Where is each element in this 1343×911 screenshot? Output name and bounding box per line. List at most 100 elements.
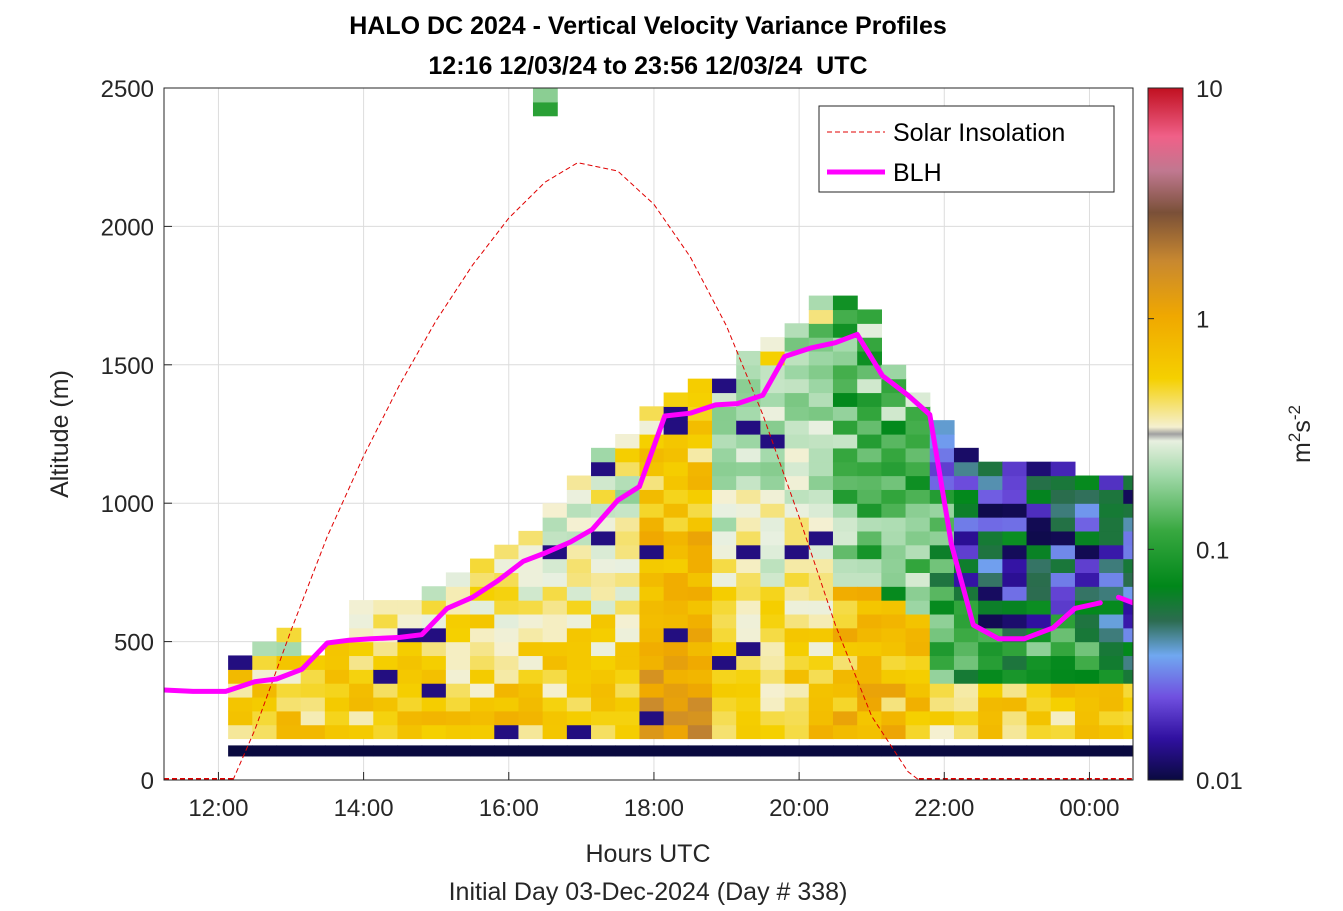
heatmap-cell [978,461,1003,477]
heatmap-cell [857,600,882,615]
heatmap-cell [494,710,520,726]
heatmap-cell [784,710,810,726]
heatmap-cell [1123,710,1133,726]
heatmap-cell [1123,503,1133,518]
heatmap-cell [881,600,907,615]
heatmap-cell [881,724,907,740]
heatmap-cell [1074,724,1100,740]
heatmap-cell [639,627,665,643]
heatmap-cell [687,655,713,670]
heatmap-cell [905,558,931,573]
heatmap-cell-low [421,745,447,757]
heatmap-cell [953,683,979,698]
heatmap-cell [978,710,1003,726]
heatmap-cell [542,669,568,684]
heatmap-cell [591,586,616,601]
x-tick-label: 20:00 [769,795,829,822]
colorbar-label: m2s-2 [1285,405,1316,463]
heatmap-cell [784,447,810,463]
heatmap-cell [832,392,858,407]
heatmap-cell [712,517,737,532]
heatmap-cell [1074,683,1100,698]
heatmap-cell [470,613,495,629]
heatmap-cell [542,683,568,698]
heatmap-cell [566,572,592,587]
heatmap-cell [736,378,762,394]
heatmap-cell [881,613,907,629]
heatmap-cell [929,420,955,435]
heatmap-cell [808,503,834,518]
heatmap-cell [1074,613,1100,629]
heatmap-cell [857,669,882,684]
heatmap-cell [905,641,931,657]
heatmap-cell [1123,724,1133,740]
heatmap-cell [591,669,616,684]
heatmap-cell [1026,683,1052,698]
heatmap-cell [591,641,616,657]
heatmap-cell [760,613,786,629]
heatmap-cell [808,447,834,463]
heatmap-cell [687,669,713,684]
heatmap-cell [929,683,955,698]
heatmap-cell [832,517,858,532]
heatmap-cell [1074,710,1100,726]
heatmap-cell [953,655,979,670]
heatmap-cell [1050,641,1076,657]
heatmap-cell-low [736,745,762,757]
heatmap-cell [252,655,278,670]
heatmap-cell [736,350,762,366]
heatmap-cell [1123,696,1133,712]
heatmap-cell-low [615,745,641,757]
heatmap-cell [760,392,786,407]
heatmap-cell [712,489,737,504]
heatmap-cell [591,572,616,587]
heatmap-cell [228,655,253,670]
heatmap-cell [784,696,810,712]
heatmap-cell [687,489,713,504]
heatmap-cell [615,434,641,449]
heatmap-cell [1050,572,1076,587]
heatmap-cell [881,364,907,380]
heatmap-cell [615,613,641,629]
heatmap-cell [857,392,882,407]
heatmap-cell-low [929,745,955,757]
heatmap-cell [760,558,786,573]
colorbar-label-mid: s [1288,420,1316,433]
heatmap-cell [1002,641,1028,657]
heatmap-cell [953,503,979,518]
heatmap-cell [1050,724,1076,740]
heatmap-cell [566,627,592,643]
heatmap-cell [494,669,520,684]
heatmap-cell [760,641,786,657]
heatmap-cell [832,572,858,587]
heatmap-cell [857,503,882,518]
heatmap-cell [1026,530,1052,546]
heatmap-cell [252,724,278,740]
x-tick-label: 00:00 [1059,795,1119,822]
heatmap-cell [832,613,858,629]
heatmap-cell [687,683,713,698]
heatmap-cell-low [1074,745,1100,757]
heatmap-cell [736,724,762,740]
chart-subtitle: 12:16 12/03/24 to 23:56 12/03/24 UTC [428,52,867,80]
heatmap-cell [421,641,447,657]
heatmap-cell [615,475,641,490]
heatmap-cell [591,724,616,740]
heatmap-cell [1050,710,1076,726]
series-lines [164,162,1133,780]
heatmap-cell [615,461,641,477]
heatmap-cell-low [591,745,616,757]
heatmap-cell [687,461,713,477]
heatmap-cell [591,489,616,504]
heatmap-cell [1002,613,1028,629]
heatmap-cell [542,724,568,740]
heatmap-cell [784,364,810,380]
heatmap-cell [953,724,979,740]
heatmap-cell [1123,517,1133,532]
heatmap-cell [1099,475,1124,490]
heatmap-cell [736,406,762,421]
heatmap-cell [857,309,882,324]
heatmap-cell [712,627,737,643]
heatmap-cell [1074,655,1100,670]
heatmap-cell [542,517,568,532]
